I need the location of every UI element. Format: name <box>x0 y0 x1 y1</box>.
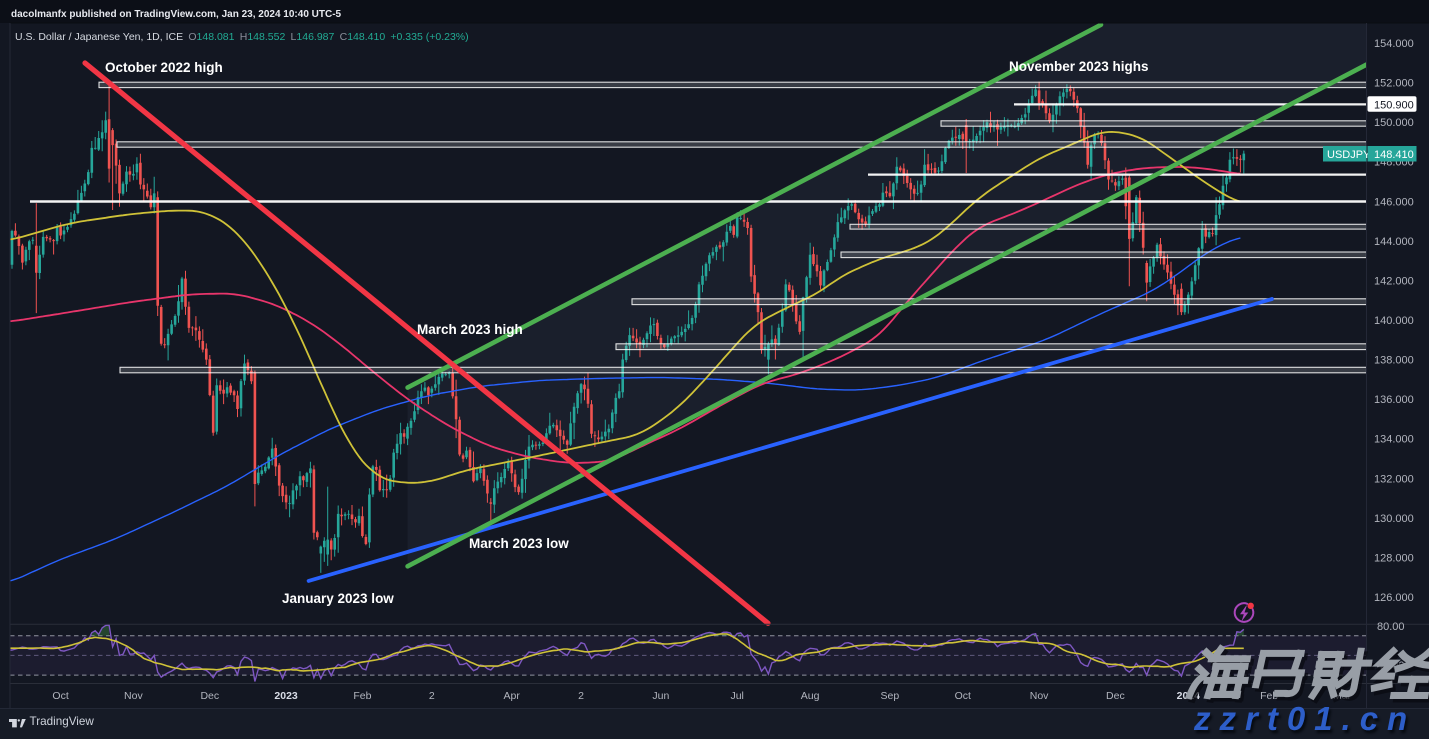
svg-text:Oct: Oct <box>52 690 68 702</box>
svg-text:Nov: Nov <box>1030 690 1049 702</box>
svg-text:130.000: 130.000 <box>1374 513 1414 525</box>
svg-text:November 2023 highs: November 2023 highs <box>1009 59 1149 74</box>
svg-text:136.000: 136.000 <box>1374 394 1414 406</box>
svg-text:Feb: Feb <box>1260 690 1278 702</box>
svg-text:154.000: 154.000 <box>1374 38 1414 50</box>
svg-text:146.000: 146.000 <box>1374 196 1414 208</box>
svg-text:150.000: 150.000 <box>1374 117 1414 129</box>
svg-text:Feb: Feb <box>353 690 371 702</box>
svg-text:Jul: Jul <box>730 690 743 702</box>
svg-text:128.000: 128.000 <box>1374 552 1414 564</box>
svg-text:134.000: 134.000 <box>1374 434 1414 446</box>
svg-text:2: 2 <box>429 690 435 702</box>
svg-text:USDJPY: USDJPY <box>1327 149 1371 161</box>
svg-text:142.000: 142.000 <box>1374 275 1414 287</box>
svg-text:152.000: 152.000 <box>1374 78 1414 90</box>
svg-text:2: 2 <box>578 690 584 702</box>
svg-text:148.410: 148.410 <box>1374 149 1414 161</box>
svg-text:132.000: 132.000 <box>1374 473 1414 485</box>
svg-text:Apr: Apr <box>504 690 521 702</box>
svg-text:Aug: Aug <box>801 690 820 702</box>
svg-text:2023: 2023 <box>274 690 298 702</box>
svg-text:Oct: Oct <box>955 690 971 702</box>
svg-text:80.00: 80.00 <box>1377 621 1405 633</box>
svg-text:138.000: 138.000 <box>1374 355 1414 367</box>
svg-text:March 2023 high: March 2023 high <box>417 322 523 337</box>
svg-text:140.000: 140.000 <box>1374 315 1414 327</box>
svg-text:Dec: Dec <box>1106 690 1125 702</box>
svg-text:October 2022 high: October 2022 high <box>105 60 223 75</box>
svg-text:January 2023 low: January 2023 low <box>282 591 394 606</box>
svg-text:Sep: Sep <box>881 690 900 702</box>
svg-text:144.000: 144.000 <box>1374 236 1414 248</box>
svg-text:126.000: 126.000 <box>1374 592 1414 604</box>
svg-text:Jun: Jun <box>652 690 669 702</box>
svg-text:U.S. Dollar / Japanese Yen, 1D: U.S. Dollar / Japanese Yen, 1D, ICE O148… <box>15 31 469 43</box>
svg-text:March 2023 low: March 2023 low <box>469 536 569 551</box>
svg-text:Nov: Nov <box>124 690 143 702</box>
svg-text:Dec: Dec <box>200 690 219 702</box>
svg-text:dacolmanfx published on Tradin: dacolmanfx published on TradingView.com,… <box>11 9 342 20</box>
svg-text:150.900: 150.900 <box>1374 99 1414 111</box>
